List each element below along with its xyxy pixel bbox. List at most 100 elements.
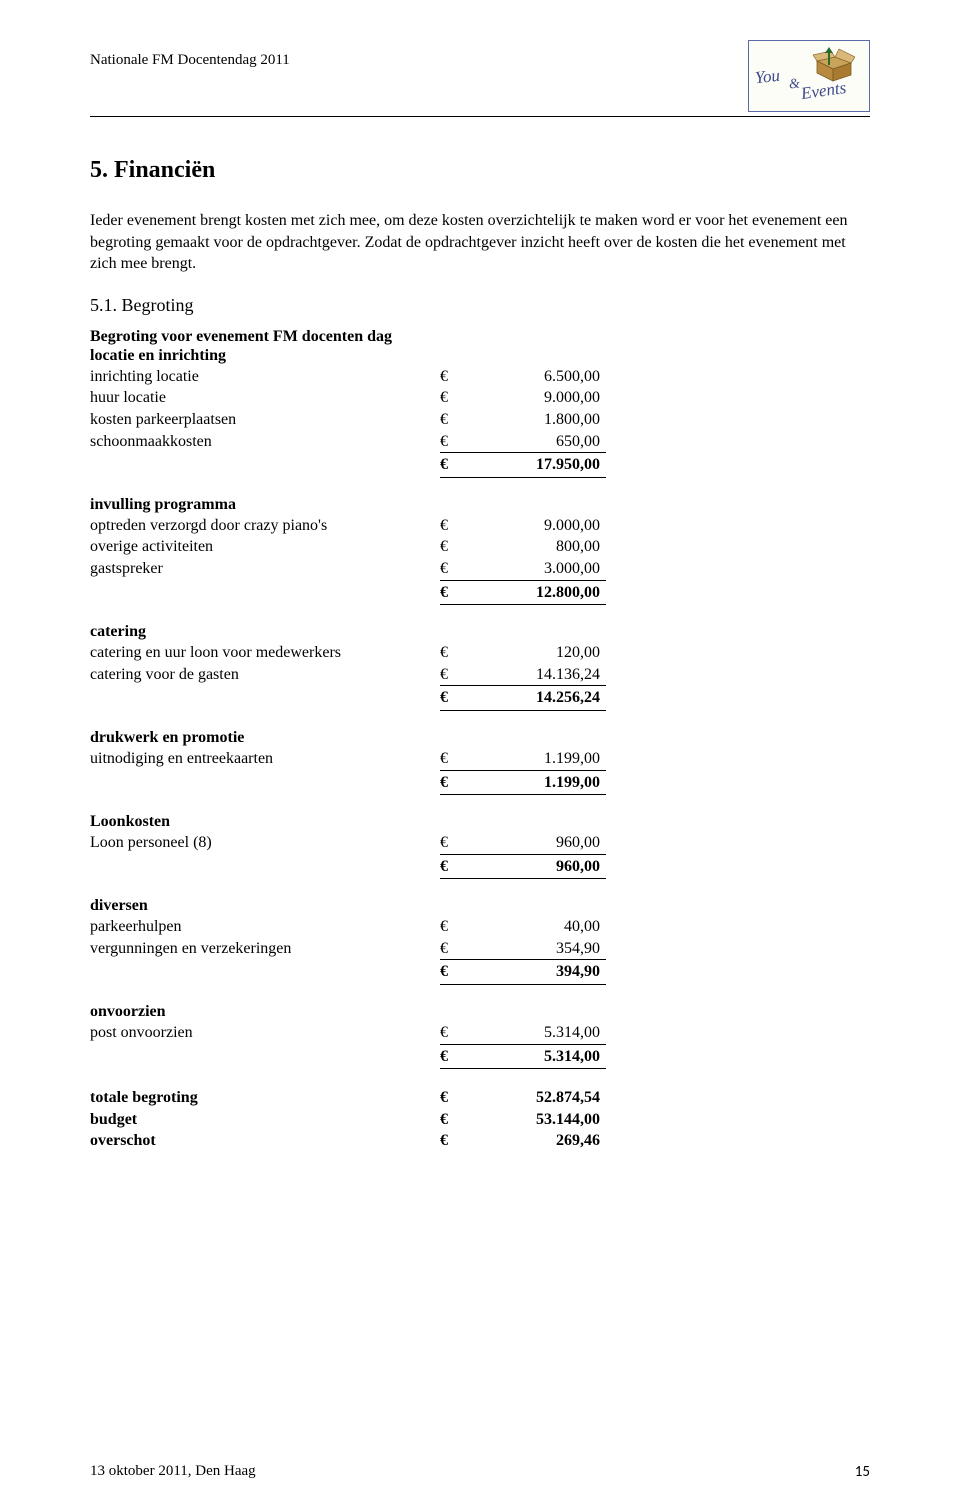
row-value: 40,00 [470,916,606,938]
row-currency: € [440,959,470,985]
budget-group-onvoorzien: onvoorzienpost onvoorzien€5.314,00€5.314… [90,1003,870,1069]
row-currency: € [440,664,470,686]
header-title: Nationale FM Docentendag 2011 [90,52,290,69]
row-currency: € [440,1087,470,1109]
page-footer: 13 oktober 2011, Den Haag 15 [90,1463,870,1481]
subtotal-row: €960,00 [90,854,870,880]
total-row: budget€53.144,00 [90,1109,870,1131]
row-value: 960,00 [470,832,606,854]
row-label: overschot [90,1130,440,1152]
logo-text-amp: & [788,76,801,93]
budget-row: overige activiteiten€800,00 [90,536,870,558]
row-currency: € [440,1109,470,1131]
row-currency: € [440,1044,470,1070]
row-label: huur locatie [90,387,440,409]
budget-group-diversen: diversenparkeerhulpen€40,00vergunningen … [90,897,870,985]
budget-group-catering: cateringcatering en uur loon voor medewe… [90,623,870,711]
row-currency: € [440,536,470,558]
subtotal-row: €17.950,00 [90,452,870,478]
row-label: optreden verzorgd door crazy piano's [90,515,440,537]
row-label: uitnodiging en entreekaarten [90,748,440,770]
row-label: budget [90,1109,440,1131]
row-value: 14.136,24 [470,664,606,686]
row-value: 1.199,00 [470,748,606,770]
row-value: 394,90 [470,959,606,985]
row-value: 800,00 [470,536,606,558]
group-title: onvoorzien [90,1003,870,1021]
row-label: Loon personeel (8) [90,832,440,854]
subtotal-row: €394,90 [90,959,870,985]
budget-row: huur locatie€9.000,00 [90,387,870,409]
row-value: 120,00 [470,642,606,664]
row-currency: € [440,832,470,854]
page: Nationale FM Docentendag 2011 You & Even… [0,0,960,1505]
row-currency: € [440,515,470,537]
footer-page-number: 15 [855,1463,870,1481]
budget-row: vergunningen en verzekeringen€354,90 [90,938,870,960]
budget-row: optreden verzorgd door crazy piano's€9.0… [90,515,870,537]
budget-group-drukwerk: drukwerk en promotieuitnodiging en entre… [90,729,870,795]
section-name: Financiën [114,157,215,183]
box-icon [811,47,855,83]
row-value: 12.800,00 [470,580,606,606]
row-currency: € [440,1022,470,1044]
section-intro: Ieder evenement brengt kosten met zich m… [90,210,870,275]
row-value: 269,46 [470,1130,606,1152]
row-label: totale begroting [90,1087,440,1109]
row-label: post onvoorzien [90,1022,440,1044]
row-currency: € [440,366,470,388]
row-value: 53.144,00 [470,1109,606,1131]
row-currency: € [440,938,470,960]
row-label: overige activiteiten [90,536,440,558]
row-value: 9.000,00 [470,387,606,409]
total-row: totale begroting€52.874,54 [90,1087,870,1109]
budget-row: parkeerhulpen€40,00 [90,916,870,938]
row-currency: € [440,916,470,938]
row-value: 6.500,00 [470,366,606,388]
section-number: 5. [90,157,108,183]
row-label: inrichting locatie [90,366,440,388]
budget-group-programma: invulling programmaoptreden verzorgd doo… [90,496,870,605]
page-header: Nationale FM Docentendag 2011 You & Even… [90,40,870,117]
budget-group-locatie: locatie en inrichtinginrichting locatie€… [90,347,870,478]
row-currency: € [440,409,470,431]
budget-row: kosten parkeerplaatsen€1.800,00 [90,409,870,431]
budget-row: catering en uur loon voor medewerkers€12… [90,642,870,664]
row-value: 354,90 [470,938,606,960]
budget-row: gastspreker€3.000,00 [90,558,870,580]
row-label: catering voor de gasten [90,664,440,686]
row-value: 5.314,00 [470,1022,606,1044]
subtotal-row: €1.199,00 [90,770,870,796]
section-title: 5. Financiën [90,157,870,184]
totals: totale begroting€52.874,54budget€53.144,… [90,1087,870,1152]
row-label: vergunningen en verzekeringen [90,938,440,960]
subsection-name: Begroting [122,295,194,315]
budget-row: Loon personeel (8)€960,00 [90,832,870,854]
row-value: 960,00 [470,854,606,880]
row-value: 9.000,00 [470,515,606,537]
row-currency: € [440,1130,470,1152]
row-currency: € [440,770,470,796]
total-row: overschot€269,46 [90,1130,870,1152]
row-value: 5.314,00 [470,1044,606,1070]
group-title: Loonkosten [90,813,870,831]
budget-caption: Begroting voor evenement FM docenten dag [90,328,870,346]
row-currency: € [440,431,470,453]
row-currency: € [440,748,470,770]
row-value: 52.874,54 [470,1087,606,1109]
row-value: 14.256,24 [470,685,606,711]
row-value: 1.800,00 [470,409,606,431]
row-currency: € [440,558,470,580]
row-label: schoonmaakkosten [90,431,440,453]
subsection-number: 5.1. [90,295,117,315]
subsection-title: 5.1. Begroting [90,295,870,316]
group-title: drukwerk en promotie [90,729,870,747]
subtotal-row: €12.800,00 [90,580,870,606]
budget-row: catering voor de gasten€14.136,24 [90,664,870,686]
logo-text-events: Events [800,78,848,104]
footer-date-location: 13 oktober 2011, Den Haag [90,1463,256,1481]
budget-table: Begroting voor evenement FM docenten dag… [90,328,870,1069]
row-value: 17.950,00 [470,452,606,478]
group-title: invulling programma [90,496,870,514]
budget-row: schoonmaakkosten€650,00 [90,431,870,453]
